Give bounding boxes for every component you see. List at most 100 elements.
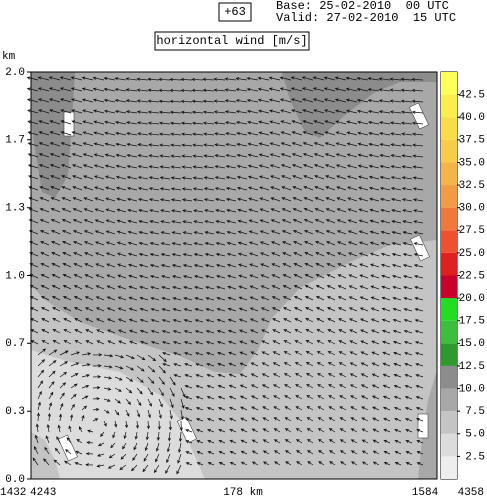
wind-arrow	[269, 109, 281, 114]
wind-arrow	[250, 362, 259, 367]
wind-arrow	[272, 318, 281, 323]
wind-arrow	[105, 230, 116, 235]
wind-arrow	[92, 397, 101, 401]
wind-arrow	[237, 219, 248, 224]
wind-arrow	[182, 209, 193, 213]
wind-arrow	[336, 208, 347, 213]
wind-arrow	[147, 387, 154, 396]
wind-arrow	[207, 429, 215, 433]
wind-arrow	[195, 418, 204, 422]
wind-arrow	[216, 296, 226, 301]
wind-arrow	[49, 142, 61, 147]
wind-arrow	[194, 286, 204, 290]
wind-arrow	[370, 296, 380, 301]
wind-arrow	[173, 351, 182, 356]
wind-arrow	[413, 209, 424, 213]
wind-arrow	[226, 252, 237, 257]
wind-arrow	[225, 143, 237, 147]
wind-arrow	[104, 120, 116, 125]
wind-arrow	[237, 208, 248, 213]
wind-arrow	[412, 154, 424, 158]
wind-arrow	[336, 230, 347, 235]
wind-arrow	[411, 77, 424, 82]
wind-arrow	[269, 164, 281, 169]
wind-arrow	[281, 175, 292, 180]
colorbar-segment	[441, 456, 457, 479]
wind-arrow	[225, 186, 237, 191]
wind-arrow	[370, 285, 380, 290]
wind-arrow	[292, 230, 303, 235]
wind-arrow	[228, 340, 237, 345]
wind-arrow	[224, 99, 237, 103]
wind-arrow	[184, 363, 193, 367]
wind-arrow	[81, 363, 91, 367]
wind-arrow	[158, 354, 167, 363]
wind-arrow	[182, 275, 193, 279]
wind-arrow	[227, 329, 237, 334]
wind-arrow	[37, 401, 41, 411]
wind-arrow	[316, 340, 325, 345]
wind-arrow	[216, 340, 226, 345]
wind-arrow	[61, 186, 72, 191]
wind-arrow	[240, 428, 248, 433]
wind-arrow	[369, 219, 380, 224]
wind-arrow	[169, 121, 182, 125]
wind-arrow	[70, 373, 79, 378]
wind-arrow	[359, 263, 369, 268]
wind-arrow	[334, 76, 347, 81]
wind-arrow	[360, 373, 369, 378]
wind-arrow	[105, 219, 116, 224]
wind-arrow	[238, 274, 248, 279]
wind-arrow	[206, 362, 215, 367]
wind-arrow	[83, 175, 94, 180]
wind-arrow	[204, 263, 215, 268]
wind-arrow	[136, 387, 143, 395]
wind-arrow	[229, 417, 237, 422]
wind-arrow	[81, 87, 94, 92]
wind-arrow	[295, 373, 303, 378]
wind-arrow	[158, 365, 166, 374]
wind-arrow	[372, 406, 380, 411]
wind-arrow	[195, 373, 204, 378]
wind-arrow	[56, 436, 61, 444]
wind-arrow	[105, 186, 116, 191]
wind-arrow	[240, 406, 248, 411]
wind-arrow	[282, 274, 292, 279]
wind-arrow	[40, 241, 50, 246]
wind-arrow	[73, 285, 83, 290]
wind-arrow	[378, 110, 391, 114]
wind-arrow	[283, 318, 292, 323]
wind-arrow	[81, 414, 85, 422]
wind-arrow	[180, 409, 184, 421]
wind-arrow	[38, 98, 50, 103]
wind-arrow	[183, 319, 193, 323]
wind-arrow	[155, 453, 160, 463]
wind-arrow	[148, 154, 160, 158]
wind-arrow	[217, 362, 226, 367]
wind-arrow	[273, 395, 281, 400]
wind-arrow	[150, 296, 160, 301]
wind-arrow	[336, 186, 347, 191]
wind-arrow	[137, 143, 149, 147]
wind-arrow	[114, 387, 122, 392]
wind-arrow	[382, 340, 391, 345]
wind-arrow	[49, 164, 61, 169]
wind-arrow	[360, 384, 369, 389]
wind-arrow	[274, 461, 281, 466]
wind-arrow	[411, 88, 424, 93]
wind-arrow	[280, 164, 292, 169]
wind-arrow	[305, 318, 314, 323]
wind-arrow	[238, 307, 248, 312]
wind-arrow	[294, 329, 303, 334]
wind-arrow	[269, 120, 281, 125]
colorbar-segment	[441, 411, 457, 434]
wind-arrow	[301, 87, 314, 92]
wind-arrow	[280, 131, 292, 136]
wind-arrow	[53, 459, 61, 466]
wind-arrow	[295, 439, 303, 444]
wind-arrow	[106, 285, 116, 290]
wind-arrow	[271, 285, 281, 290]
wind-arrow	[326, 241, 336, 246]
wind-arrow	[205, 307, 215, 312]
wind-arrow	[117, 318, 127, 323]
